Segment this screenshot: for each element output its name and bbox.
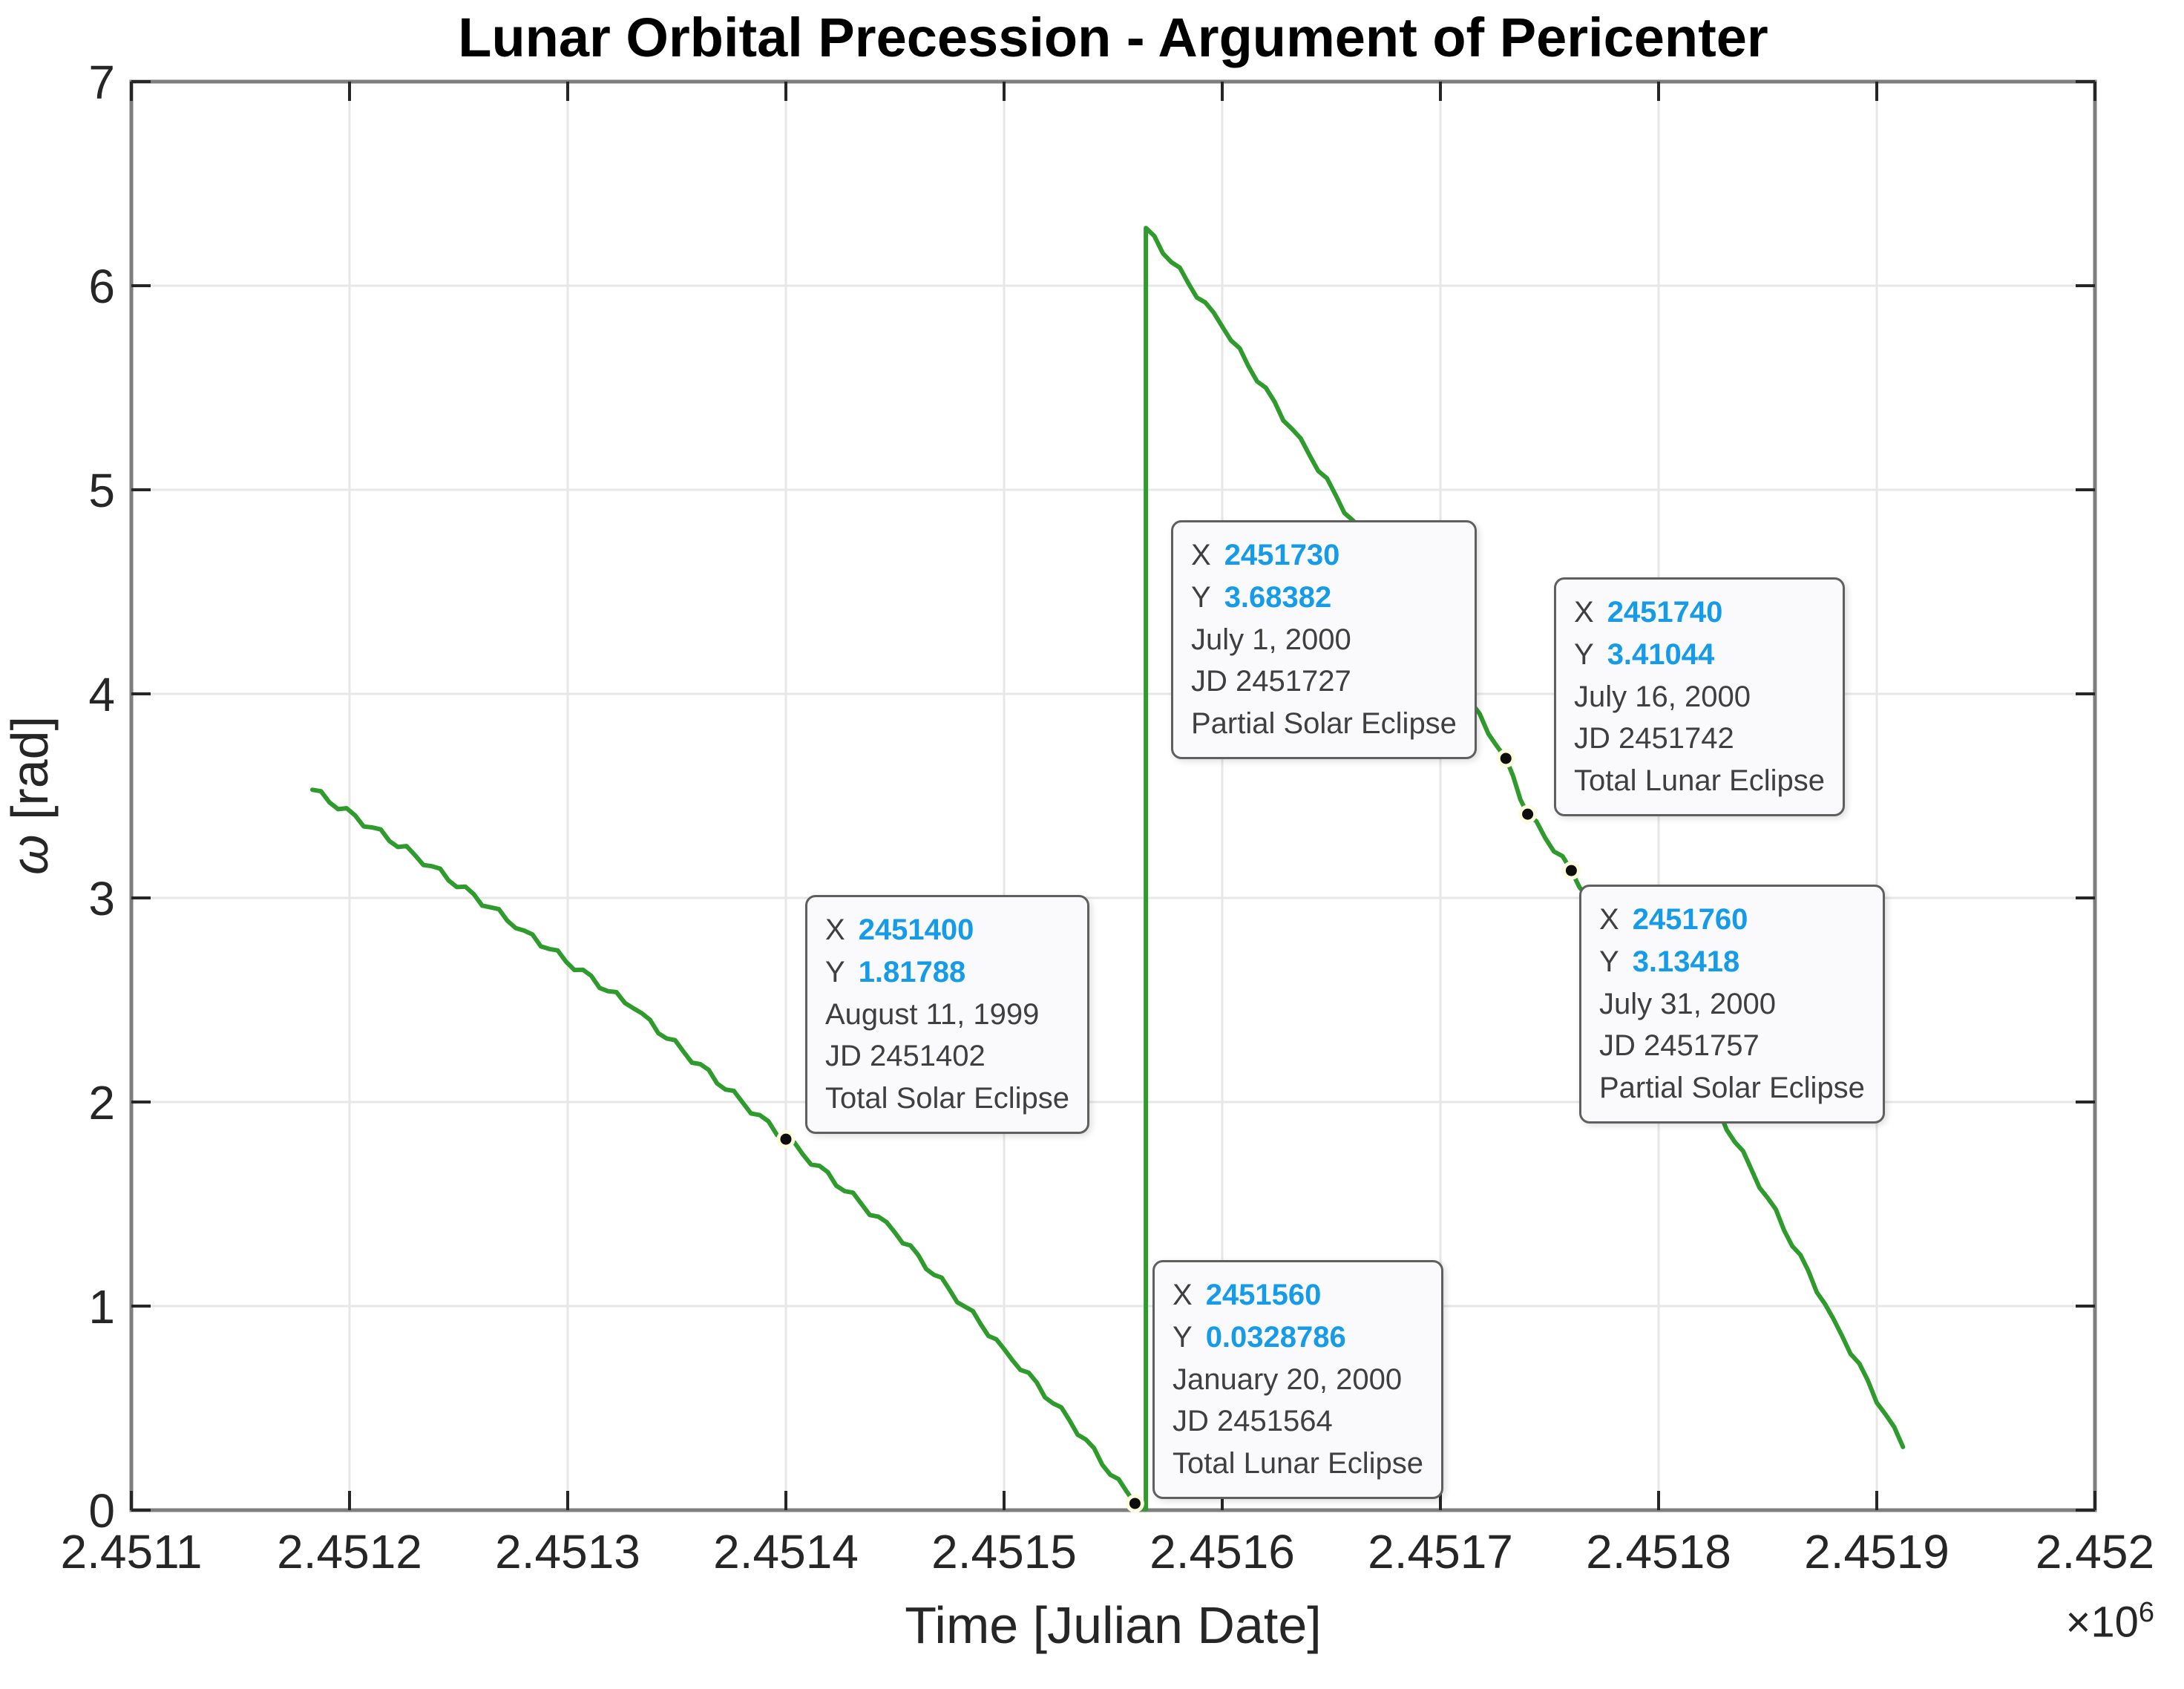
data-point-marker[interactable] — [1125, 1494, 1144, 1513]
datatip[interactable]: X 2451400 Y 1.81788 August 11, 1999 JD 245140… — [805, 895, 1090, 1134]
datatip-value-row: X 2451760 — [1599, 899, 1865, 941]
datatip-jd: JD 2451564 — [1173, 1405, 1333, 1438]
x-tick-label: 2.4515 — [931, 1525, 1077, 1578]
data-point-marker[interactable] — [1496, 749, 1515, 768]
data-point-marker[interactable] — [1561, 861, 1581, 880]
datatip-value: 2451760 — [1632, 903, 1748, 936]
x-tick-label: 2.4514 — [713, 1525, 859, 1578]
datatip[interactable]: X 2451760 Y 3.13418 July 31, 2000 JD 2451757 P… — [1579, 885, 1885, 1124]
datatip-date: January 20, 2000 — [1173, 1362, 1403, 1396]
datatip[interactable]: X 2451740 Y 3.41044 July 16, 2000 JD 2451742 T… — [1554, 577, 1845, 816]
datatip-value-row: Y 0.0328786 — [1173, 1316, 1423, 1359]
datatip-axis-letter: X — [825, 914, 845, 946]
datatip-axis-letter: X — [1191, 539, 1211, 571]
datatip[interactable]: X 2451560 Y 0.0328786 January 20, 2000 JD 245… — [1152, 1260, 1443, 1499]
y-tick-label: 5 — [88, 464, 115, 517]
x-tick-label: 2.4516 — [1150, 1525, 1295, 1578]
y-tick-label: 7 — [88, 56, 115, 109]
datatip-value: 3.41044 — [1607, 637, 1715, 671]
multiplier-exponent: 6 — [2138, 1597, 2154, 1628]
datatip-date: August 11, 1999 — [825, 997, 1040, 1031]
datatip-date: July 31, 2000 — [1599, 987, 1776, 1020]
datatip-value-row: X 2451740 — [1574, 591, 1825, 634]
datatip-event: Partial Solar Eclipse — [1599, 1072, 1865, 1105]
x-tick-label: 2.4512 — [277, 1525, 422, 1578]
datatip-date: July 16, 2000 — [1574, 680, 1751, 713]
y-axis-label: ω [rad] — [0, 647, 59, 944]
datatip-value: 2451400 — [858, 914, 974, 946]
series-line[interactable] — [310, 226, 1906, 1512]
x-axis-label: Time [Julian Date] — [905, 1596, 1322, 1654]
datatip-jd: JD 2451402 — [825, 1040, 986, 1073]
y-tick-label: 0 — [88, 1484, 115, 1538]
datatip-axis-letter: X — [1574, 596, 1594, 629]
datatip-event: Total Lunar Eclipse — [1574, 764, 1825, 798]
datatip-value: 1.81788 — [858, 955, 966, 988]
y-tick-label: 6 — [88, 260, 115, 313]
y-tick-label: 2 — [88, 1076, 115, 1129]
datatip-value: 0.0328786 — [1205, 1320, 1346, 1354]
x-tick-label: 2.4513 — [495, 1525, 640, 1578]
x-tick-label: 2.4518 — [1586, 1525, 1731, 1578]
datatip-axis-letter: X — [1173, 1279, 1193, 1311]
y-tick-label: 4 — [88, 668, 115, 721]
x-tick-label: 2.452 — [2036, 1525, 2154, 1578]
x-axis-multiplier: ×106 — [2065, 1597, 2154, 1647]
datatip-value-row: X 2451560 — [1173, 1274, 1423, 1316]
multiplier-base: ×10 — [2065, 1598, 2139, 1647]
x-tick-label: 2.4519 — [1804, 1525, 1949, 1578]
datatip-value-row: Y 1.81788 — [825, 951, 1069, 994]
chart-title: Lunar Orbital Precession - Argument of P… — [458, 7, 1768, 68]
datatip-value: 3.13418 — [1632, 945, 1740, 978]
datatip-event: Partial Solar Eclipse — [1191, 707, 1457, 741]
datatip-value: 2451560 — [1205, 1279, 1322, 1311]
datatip-event: Total Solar Eclipse — [825, 1082, 1070, 1115]
datatip-value: 2451740 — [1607, 596, 1723, 629]
datatip-value: 3.68382 — [1224, 580, 1332, 614]
datatip-value: 2451730 — [1224, 539, 1340, 571]
datatip[interactable]: X 2451730 Y 3.68382 July 1, 2000 JD 2451727 Pa… — [1171, 520, 1477, 759]
data-point-marker[interactable] — [1518, 804, 1538, 824]
datatip-axis-letter: Y — [1574, 637, 1594, 671]
y-tick-label: 1 — [88, 1280, 115, 1334]
x-tick-label: 2.4517 — [1368, 1525, 1513, 1578]
datatip-event: Total Lunar Eclipse — [1173, 1447, 1423, 1480]
datatip-jd: JD 2451742 — [1574, 722, 1734, 755]
datatip-value-row: Y 3.13418 — [1599, 941, 1865, 983]
datatip-axis-letter: Y — [1599, 945, 1619, 978]
datatip-date: July 1, 2000 — [1191, 623, 1351, 656]
datatip-axis-letter: Y — [1173, 1320, 1193, 1354]
datatip-value-row: X 2451400 — [825, 909, 1069, 951]
x-tick-label: 2.4511 — [61, 1525, 203, 1578]
datatip-axis-letter: Y — [825, 955, 845, 988]
omega-symbol: ω — [1, 834, 59, 876]
datatip-axis-letter: Y — [1191, 580, 1211, 614]
datatip-axis-letter: X — [1599, 903, 1619, 936]
data-point-marker[interactable] — [776, 1129, 796, 1149]
datatip-value-row: Y 3.41044 — [1574, 634, 1825, 676]
y-tick-label: 3 — [88, 872, 115, 925]
datatip-value-row: X 2451730 — [1191, 534, 1457, 577]
datatip-jd: JD 2451757 — [1599, 1029, 1760, 1063]
y-axis-units: [rad] — [1, 715, 59, 835]
datatip-jd: JD 2451727 — [1191, 665, 1351, 698]
datatip-value-row: Y 3.68382 — [1191, 577, 1457, 619]
axes-box — [129, 79, 2097, 1512]
